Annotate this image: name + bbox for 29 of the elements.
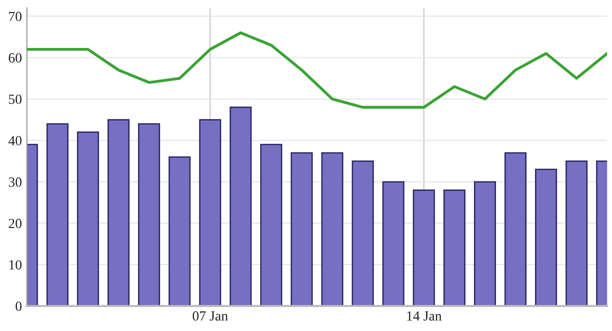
bar	[504, 152, 527, 306]
bar	[443, 189, 466, 306]
y-tick-label: 30	[8, 177, 22, 187]
line-series	[26, 31, 608, 109]
y-tick-label: 0	[16, 302, 22, 311]
y-tick-label: 40	[8, 136, 22, 146]
bar	[138, 123, 160, 306]
bar	[260, 144, 282, 306]
bar	[290, 152, 313, 306]
x-tick-label: 14 Jan	[407, 311, 442, 321]
y-tick-label: 70	[9, 12, 22, 22]
bar	[168, 156, 191, 306]
bar	[46, 123, 68, 306]
bar	[474, 181, 496, 306]
bar	[199, 119, 222, 306]
bar	[230, 106, 252, 306]
y-tick-label: 20	[8, 218, 22, 228]
bar	[108, 119, 130, 306]
x-tick-label: 07 Jan	[192, 311, 228, 321]
bar	[382, 181, 404, 306]
bar	[321, 152, 344, 306]
bar	[535, 168, 558, 306]
y-tick-label: 50	[8, 94, 22, 104]
bar	[566, 160, 588, 306]
y-tick-label: 60	[8, 53, 22, 63]
y-tick-label: 10	[9, 260, 22, 270]
bar	[352, 160, 374, 306]
bar	[412, 189, 435, 306]
bar	[76, 132, 100, 306]
